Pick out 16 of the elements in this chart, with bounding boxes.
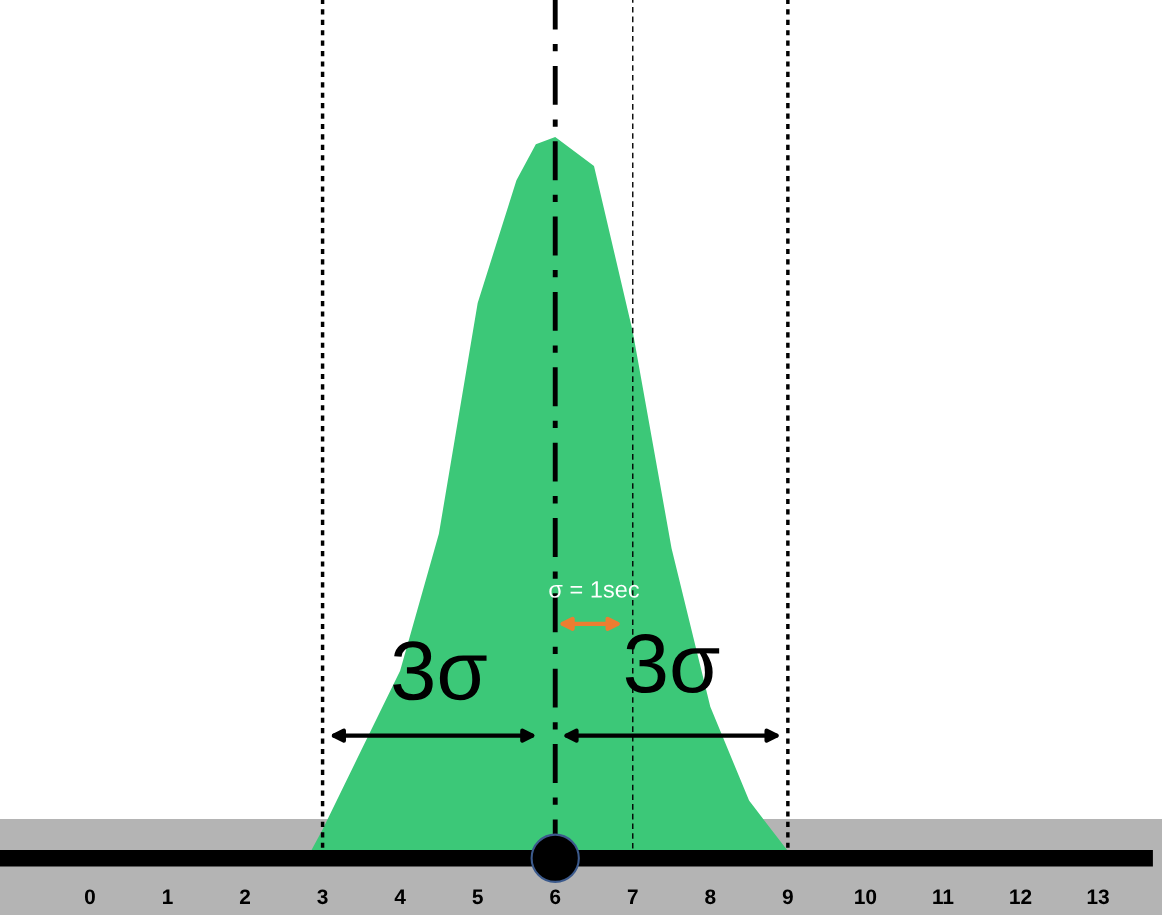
x-tick-label: 0: [84, 889, 95, 905]
x-tick-label: 5: [472, 889, 483, 905]
x-tick-label: 12: [1010, 889, 1032, 904]
annotation: σ = 1sec: [549, 581, 640, 598]
x-tick-label: 8: [705, 889, 716, 905]
x-tick-label: 7: [627, 889, 638, 904]
x-tick-label: 1: [163, 889, 173, 904]
x-tick-label: 11: [933, 889, 954, 904]
x-tick-label: 13: [1087, 889, 1109, 905]
x-tick-label: 3: [317, 889, 328, 905]
x-tick-label: 6: [550, 889, 561, 905]
x-tick-label: 9: [782, 889, 793, 905]
x-tick-label: 10: [855, 889, 877, 905]
x-tick-label: 2: [239, 889, 250, 904]
annotation: 3σ: [393, 641, 487, 701]
x-tick-label: 4: [394, 889, 406, 904]
